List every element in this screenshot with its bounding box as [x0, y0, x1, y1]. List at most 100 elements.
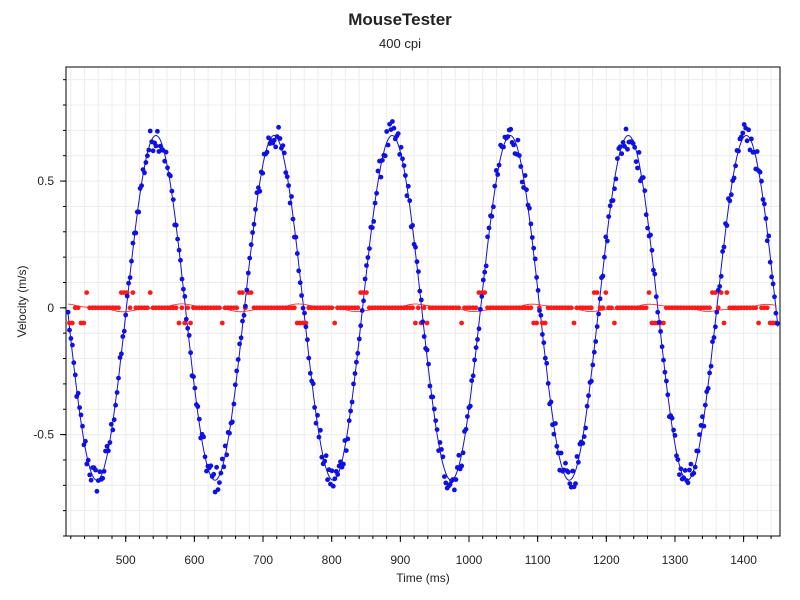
blue-data-point: [633, 159, 639, 165]
chart-subtitle: 400 cpi: [379, 36, 421, 51]
blue-data-point: [84, 461, 90, 467]
red-data-point: [219, 320, 225, 326]
blue-data-point: [145, 153, 150, 159]
blue-data-point: [88, 477, 94, 483]
blue-data-point: [554, 443, 560, 449]
blue-data-point: [479, 294, 485, 299]
x-tick-label: 700: [253, 553, 273, 567]
blue-data-point: [714, 309, 720, 315]
blue-data-point: [662, 369, 668, 375]
red-data-point: [459, 320, 464, 326]
blue-data-point: [65, 309, 71, 315]
blue-data-point: [163, 149, 169, 155]
blue-data-point: [316, 434, 322, 440]
x-tick-label: 500: [116, 553, 136, 567]
blue-data-point: [731, 175, 737, 181]
blue-data-point: [767, 259, 773, 265]
blue-data-point: [335, 472, 341, 477]
blue-data-point: [329, 468, 335, 474]
blue-data-point: [230, 419, 235, 425]
blue-data-point: [146, 147, 152, 153]
blue-data-point: [483, 263, 489, 269]
blue-data-point: [643, 212, 649, 218]
y-tick-label: 0: [47, 301, 54, 315]
blue-data-point: [369, 225, 375, 231]
red-data-point: [534, 320, 539, 326]
red-data-point: [594, 290, 600, 295]
blue-data-point: [659, 344, 665, 350]
red-data-point: [217, 305, 222, 311]
blue-data-point: [325, 477, 330, 483]
blue-data-point: [371, 219, 377, 224]
blue-data-point: [573, 481, 578, 486]
blue-data-point: [620, 140, 626, 145]
blue-data-point: [108, 421, 114, 427]
blue-data-point: [702, 402, 708, 408]
red-data-point: [240, 290, 245, 295]
blue-data-point: [130, 240, 136, 246]
blue-data-point: [467, 403, 473, 409]
blue-data-point: [769, 274, 774, 280]
blue-data-point: [711, 335, 717, 340]
blue-data-point: [176, 247, 182, 253]
red-data-point: [127, 305, 133, 311]
blue-data-point: [535, 288, 541, 293]
blue-data-point: [606, 214, 612, 220]
red-data-point: [413, 320, 418, 326]
blue-data-point: [672, 433, 678, 438]
red-data-point: [643, 305, 649, 311]
blue-data-point: [142, 170, 147, 176]
blue-data-point: [80, 423, 85, 429]
blue-data-point: [590, 362, 596, 368]
blue-data-point: [583, 425, 588, 431]
blue-data-point: [594, 324, 600, 329]
blue-data-point: [310, 381, 316, 387]
red-data-point: [410, 305, 415, 311]
blue-data-point: [469, 378, 475, 383]
blue-data-point: [121, 328, 127, 334]
blue-data-point: [413, 244, 418, 250]
blue-data-point: [691, 470, 697, 476]
blue-data-point: [188, 350, 194, 356]
blue-data-point: [718, 273, 724, 279]
blue-data-point: [358, 323, 364, 329]
blue-data-point: [439, 447, 444, 452]
blue-data-point: [375, 168, 381, 174]
blue-data-point: [656, 319, 662, 325]
blue-data-point: [636, 150, 642, 155]
blue-data-point: [534, 275, 539, 280]
blue-data-point: [94, 488, 100, 494]
red-data-point: [173, 305, 179, 311]
blue-data-point: [215, 487, 221, 492]
blue-data-point: [426, 361, 431, 367]
blue-data-point: [319, 454, 325, 460]
blue-data-point: [277, 136, 283, 141]
blue-data-point: [473, 345, 479, 350]
blue-data-point: [715, 287, 721, 293]
red-data-point: [248, 290, 254, 295]
blue-data-point: [253, 207, 258, 212]
blue-data-point: [434, 427, 440, 432]
blue-data-point: [570, 468, 576, 474]
blue-data-point: [280, 143, 286, 149]
blue-data-point: [231, 401, 237, 407]
blue-data-point: [740, 130, 746, 136]
blue-data-point: [581, 434, 587, 439]
blue-data-point: [116, 375, 121, 381]
blue-data-point: [437, 440, 443, 445]
blue-data-point: [374, 190, 379, 196]
blue-data-point: [476, 326, 482, 332]
blue-data-point: [219, 456, 225, 462]
blue-data-point: [515, 137, 521, 143]
blue-data-point: [495, 172, 501, 177]
grid: [66, 67, 780, 537]
blue-data-point: [382, 153, 388, 159]
red-data-point: [147, 290, 153, 295]
blue-data-point: [284, 174, 290, 180]
blue-data-point: [405, 183, 411, 189]
blue-data-point: [127, 275, 133, 280]
blue-data-point: [516, 153, 522, 158]
blue-data-point: [195, 404, 201, 409]
blue-data-point: [391, 125, 397, 131]
blue-data-point: [721, 244, 727, 250]
